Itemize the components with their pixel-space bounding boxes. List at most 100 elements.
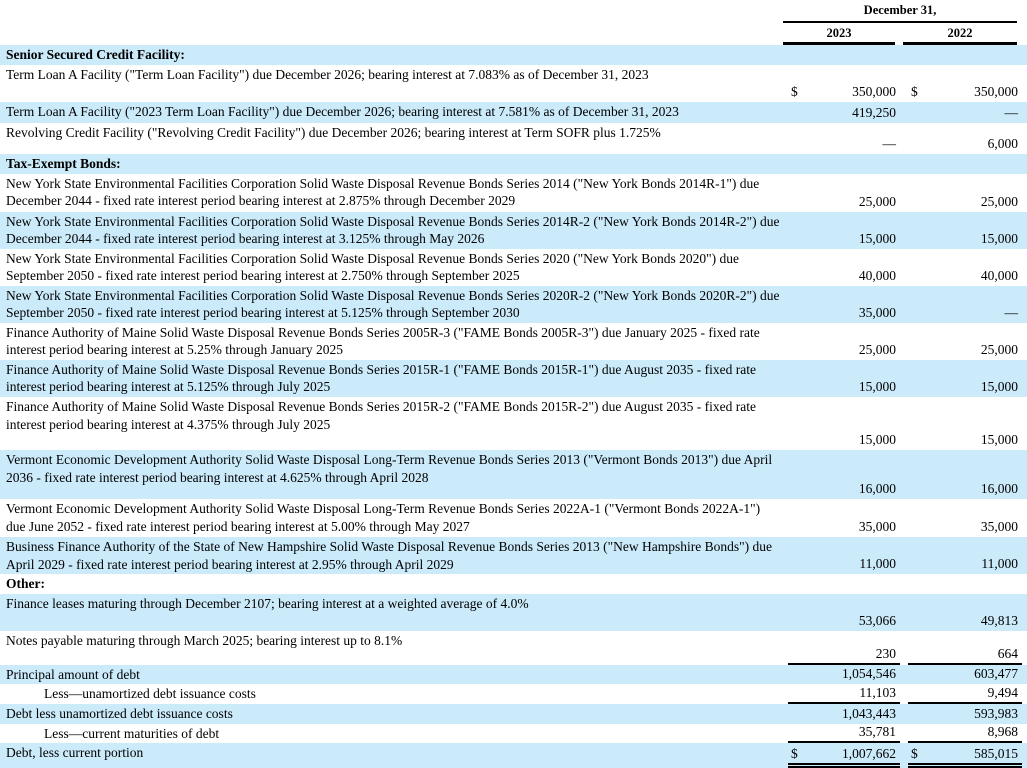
- amount-2022: —: [908, 102, 1022, 123]
- amount-2023: 1,043,443: [788, 704, 900, 724]
- table-row-fame-bonds-2015r2: Finance Authority of Maine Solid Waste D…: [0, 397, 1027, 450]
- amount-value: 40,000: [980, 267, 1018, 283]
- row-label: Tax-Exempt Bonds:: [6, 156, 121, 171]
- amount-2023: [788, 154, 900, 174]
- table-row-revolving-credit-facility: Revolving Credit Facility ("Revolving Cr…: [0, 123, 1027, 154]
- amount-value: 11,000: [981, 556, 1018, 572]
- amount-2023: 16,000: [788, 450, 900, 499]
- amount-2023: 11,000: [788, 537, 900, 574]
- amount-2022: 6,000: [908, 123, 1022, 154]
- amount-value: 350,000: [974, 84, 1018, 99]
- amount-value: 15,000: [858, 230, 896, 246]
- row-label: New York State Environmental Facilities …: [6, 175, 760, 209]
- row-label: New York State Environmental Facilities …: [6, 287, 780, 321]
- amount-2022: 16,000: [908, 450, 1022, 499]
- amount-value: 1,054,546: [842, 666, 896, 682]
- amount-value: —: [1004, 105, 1019, 120]
- amount-2022: 593,983: [908, 704, 1022, 724]
- amount-2022: 25,000: [908, 323, 1022, 360]
- amount-value: 664: [997, 645, 1018, 661]
- table-row-ny-bonds-2014r1: New York State Environmental Facilities …: [0, 174, 1027, 212]
- amount-2022: 664: [908, 631, 1022, 665]
- amount-value: 35,000: [858, 304, 896, 320]
- table-row-debt-less-unamortized-costs: Debt less unamortized debt issuance cost…: [0, 703, 1027, 724]
- amount-value: 49,813: [980, 612, 1018, 628]
- amount-2023: 15,000: [788, 360, 900, 397]
- year-2022-header: 2022: [903, 25, 1017, 45]
- row-label: Business Finance Authority of the State …: [6, 539, 772, 572]
- row-label: New York State Environmental Facilities …: [6, 213, 780, 247]
- row-label: Revolving Credit Facility ("Revolving Cr…: [6, 125, 661, 140]
- currency-symbol: $: [911, 746, 918, 762]
- amount-2023: 35,781: [788, 724, 900, 744]
- table-row-less-current-maturities: Less—current maturities of debt 35,781 8…: [0, 724, 1027, 744]
- table-header: December 31, 2023 2022: [0, 0, 1027, 45]
- table-row-fame-bonds-2015r1: Finance Authority of Maine Solid Waste D…: [0, 359, 1027, 398]
- amount-2023: 419,250: [788, 102, 900, 123]
- amount-value: 15,000: [980, 379, 1018, 395]
- currency-symbol: $: [791, 746, 798, 762]
- amount-value: 35,781: [858, 724, 896, 740]
- row-label: Debt, less current portion: [6, 745, 144, 761]
- amount-2023: 15,000: [788, 212, 900, 249]
- row-label: Vermont Economic Development Authority S…: [6, 501, 761, 534]
- table-row-vermont-bonds-2013: Vermont Economic Development Authority S…: [0, 450, 1027, 500]
- table-row-section-tax-exempt-bonds: Tax-Exempt Bonds:: [0, 154, 1027, 174]
- amount-2023: 25,000: [788, 323, 900, 360]
- amount-2023: [788, 574, 900, 594]
- amount-2022: [908, 45, 1022, 65]
- row-label: Notes payable maturing through March 202…: [6, 632, 403, 648]
- amount-value: 9,494: [987, 684, 1018, 700]
- row-label: Less—unamortized debt issuance costs: [44, 686, 256, 702]
- amount-value: 16,000: [980, 481, 1018, 497]
- row-label: Finance leases maturing through December…: [6, 595, 529, 611]
- row-label: Finance Authority of Maine Solid Waste D…: [6, 361, 756, 395]
- amount-2022: 9,494: [908, 684, 1022, 704]
- amount-2023: 25,000: [788, 174, 900, 212]
- table-row-term-loan-facility: Term Loan A Facility ("Term Loan Facilit…: [0, 65, 1027, 102]
- row-label: New York State Environmental Facilities …: [6, 250, 740, 284]
- table-row-new-hampshire-bonds: Business Finance Authority of the State …: [0, 537, 1027, 575]
- amount-value: 16,000: [858, 481, 896, 497]
- amount-2022: 603,477: [908, 665, 1022, 685]
- amount-2022: 8,968: [908, 724, 1022, 744]
- amount-2022: 15,000: [908, 397, 1022, 450]
- amount-value: 1,007,662: [842, 746, 896, 762]
- row-label: Term Loan A Facility ("2023 Term Loan Fa…: [6, 104, 679, 119]
- table-row-2023-term-loan-facility: Term Loan A Facility ("2023 Term Loan Fa…: [0, 102, 1027, 123]
- amount-2022: 25,000: [908, 174, 1022, 212]
- amount-2023: —: [788, 123, 900, 154]
- row-label: Term Loan A Facility ("Term Loan Facilit…: [6, 67, 649, 82]
- amount-value: 230: [875, 645, 896, 661]
- amount-value: 25,000: [858, 193, 896, 209]
- table-row-debt-less-current-portion: Debt, less current portion $1,007,662 $5…: [0, 743, 1027, 768]
- amount-value: 419,250: [852, 105, 896, 120]
- amount-value: 15,000: [858, 432, 896, 448]
- amount-2022: 40,000: [908, 249, 1022, 286]
- amount-value: 11,000: [859, 556, 896, 572]
- amount-value: —: [1004, 304, 1019, 320]
- table-row-section-senior-secured: Senior Secured Credit Facility:: [0, 45, 1027, 65]
- amount-value: 53,066: [858, 612, 896, 628]
- amount-2022: [908, 574, 1022, 594]
- currency-symbol: $: [791, 84, 798, 99]
- table-row-notes-payable: Notes payable maturing through March 202…: [0, 631, 1027, 665]
- amount-value: 11,103: [859, 684, 896, 700]
- amount-value: 603,477: [974, 666, 1018, 682]
- amount-2022: [908, 154, 1022, 174]
- row-label: Senior Secured Credit Facility:: [6, 47, 185, 62]
- amount-value: 593,983: [974, 705, 1018, 721]
- row-label: Debt less unamortized debt issuance cost…: [6, 705, 233, 721]
- amount-2022: 15,000: [908, 212, 1022, 249]
- amount-2023: [788, 45, 900, 65]
- amount-value: 15,000: [980, 432, 1018, 448]
- row-label: Vermont Economic Development Authority S…: [6, 452, 773, 485]
- table-row-ny-bonds-2020: New York State Environmental Facilities …: [0, 249, 1027, 286]
- amount-value: 585,015: [974, 746, 1018, 762]
- table-row-ny-bonds-2020r2: New York State Environmental Facilities …: [0, 285, 1027, 323]
- amount-2022: $350,000: [908, 65, 1022, 102]
- amount-value: 15,000: [980, 230, 1018, 246]
- amount-2023: 11,103: [788, 684, 900, 704]
- amount-2023: 230: [788, 631, 900, 665]
